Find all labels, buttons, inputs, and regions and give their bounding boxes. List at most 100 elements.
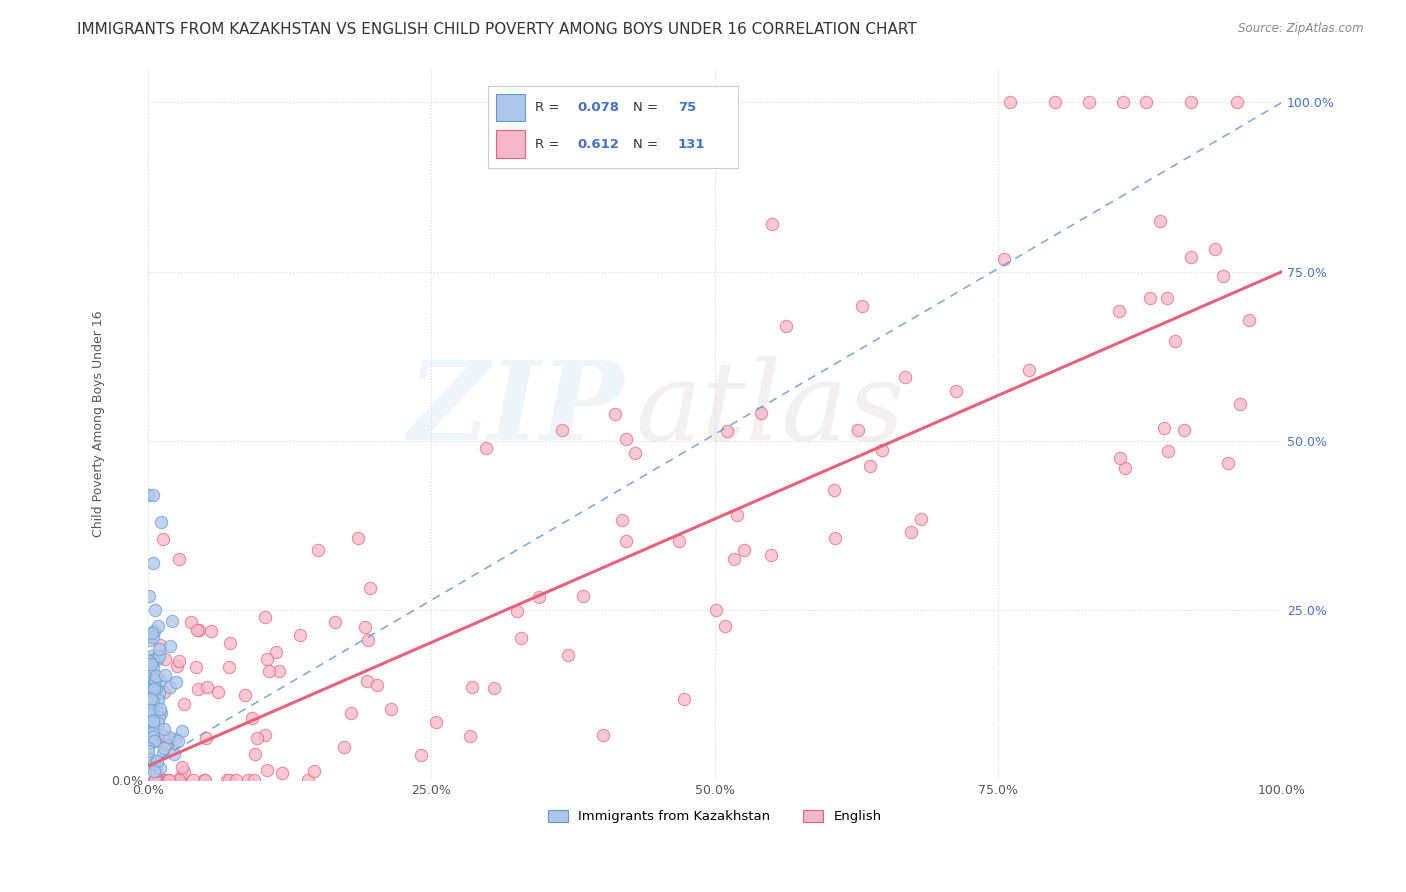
Point bbox=[297, 772, 319, 787]
Point bbox=[246, 731, 269, 746]
Point bbox=[139, 682, 162, 697]
Point bbox=[910, 512, 932, 526]
Point bbox=[136, 740, 159, 755]
Point bbox=[148, 648, 170, 663]
Point bbox=[143, 772, 166, 787]
Point bbox=[366, 678, 388, 692]
Point bbox=[527, 590, 550, 604]
Point bbox=[894, 369, 917, 384]
Point bbox=[170, 760, 193, 774]
Point bbox=[150, 515, 173, 529]
Point bbox=[138, 719, 160, 733]
Point bbox=[1180, 250, 1202, 264]
Point bbox=[142, 674, 165, 689]
Point bbox=[184, 660, 207, 674]
Point bbox=[146, 772, 169, 787]
Legend: Immigrants from Kazakhstan, English: Immigrants from Kazakhstan, English bbox=[541, 804, 889, 830]
Point bbox=[159, 681, 181, 695]
Point bbox=[139, 632, 162, 647]
Point bbox=[1156, 291, 1178, 305]
Point bbox=[357, 632, 380, 647]
Point bbox=[166, 658, 188, 673]
Point bbox=[253, 609, 276, 624]
Point bbox=[139, 696, 162, 710]
Point bbox=[751, 406, 773, 420]
Point bbox=[142, 764, 165, 778]
Point bbox=[733, 543, 755, 558]
Point bbox=[136, 692, 159, 706]
Point bbox=[139, 703, 162, 717]
Point bbox=[1229, 397, 1251, 411]
Point bbox=[900, 524, 922, 539]
Point bbox=[173, 764, 195, 779]
Point bbox=[152, 728, 174, 742]
Point bbox=[240, 711, 263, 725]
Point bbox=[138, 589, 160, 603]
Point bbox=[142, 556, 165, 570]
Point bbox=[1135, 95, 1157, 110]
Point bbox=[183, 772, 205, 787]
Point bbox=[141, 708, 163, 723]
Point bbox=[354, 620, 377, 634]
Point bbox=[1043, 95, 1066, 110]
Point bbox=[153, 651, 176, 665]
Point bbox=[145, 668, 167, 682]
Point bbox=[200, 624, 222, 639]
Point bbox=[143, 772, 166, 787]
Point bbox=[142, 488, 165, 502]
Point bbox=[195, 680, 218, 694]
Point bbox=[359, 581, 381, 595]
Point bbox=[141, 649, 163, 664]
Point bbox=[259, 664, 281, 678]
Point bbox=[356, 673, 378, 688]
Point bbox=[824, 531, 846, 545]
Point bbox=[271, 766, 294, 780]
Point bbox=[1180, 95, 1202, 110]
Point bbox=[167, 551, 190, 566]
Point bbox=[165, 675, 187, 690]
Point bbox=[152, 532, 174, 546]
Point bbox=[142, 714, 165, 728]
Point bbox=[142, 716, 165, 731]
Point bbox=[870, 443, 893, 458]
Point bbox=[193, 772, 215, 787]
Point bbox=[142, 714, 165, 728]
Point bbox=[156, 739, 179, 753]
Point bbox=[614, 533, 637, 548]
Point bbox=[267, 664, 290, 678]
Point bbox=[254, 729, 277, 743]
Point bbox=[945, 384, 967, 398]
Point bbox=[139, 667, 162, 681]
Point bbox=[141, 680, 163, 694]
Point bbox=[169, 772, 191, 787]
Point bbox=[347, 531, 370, 545]
Point bbox=[409, 747, 432, 762]
Point bbox=[142, 730, 165, 744]
Point bbox=[143, 734, 166, 748]
Text: Source: ZipAtlas.com: Source: ZipAtlas.com bbox=[1239, 22, 1364, 36]
Point bbox=[145, 764, 167, 778]
Point bbox=[993, 252, 1015, 266]
Point bbox=[716, 424, 738, 438]
Point bbox=[156, 772, 179, 787]
Point bbox=[761, 548, 783, 562]
Point bbox=[238, 772, 260, 787]
Point bbox=[138, 488, 160, 502]
Point bbox=[1112, 95, 1135, 110]
Point bbox=[1212, 268, 1234, 283]
Point bbox=[142, 694, 165, 708]
Point bbox=[142, 661, 165, 675]
Point bbox=[1163, 334, 1185, 348]
Point bbox=[723, 551, 745, 566]
Point bbox=[143, 772, 166, 787]
Point bbox=[141, 663, 163, 677]
Point bbox=[194, 772, 217, 787]
Point bbox=[704, 602, 727, 616]
Point bbox=[160, 614, 183, 628]
Point bbox=[148, 641, 170, 656]
Point bbox=[668, 534, 690, 549]
Point bbox=[1018, 363, 1040, 377]
Point bbox=[823, 483, 845, 497]
Point bbox=[136, 744, 159, 758]
Point bbox=[1157, 443, 1180, 458]
